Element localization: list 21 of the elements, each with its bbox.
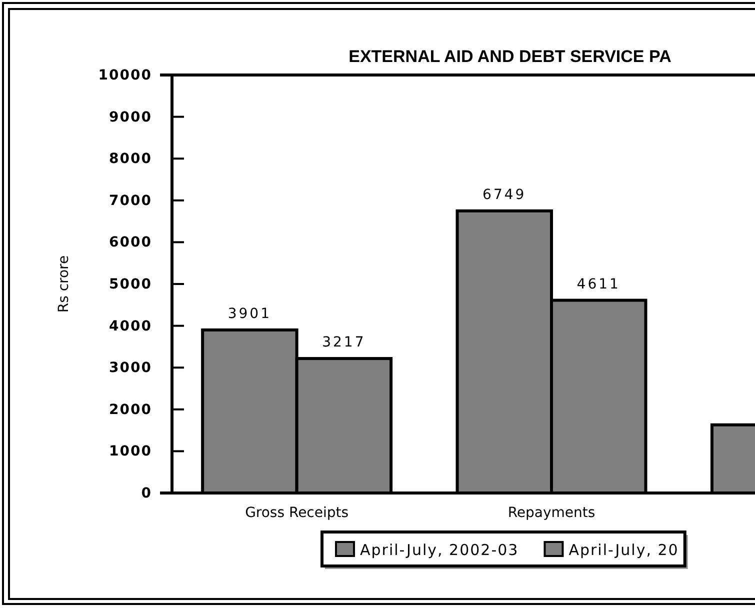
y-tick-label: 2000 — [109, 402, 152, 418]
y-tick-label: 7000 — [109, 192, 152, 209]
data-label: 6749 — [482, 186, 526, 203]
y-tick-label: 5000 — [109, 276, 152, 292]
x-tick-label: Gross Receipts — [245, 504, 349, 521]
y-tick-label: 9000 — [109, 109, 152, 126]
y-axis-title: Rs crore — [56, 255, 72, 313]
y-tick-label: 4000 — [109, 318, 152, 334]
y-tick-label: 10000 — [98, 67, 152, 84]
legend-label: April-July, 20 — [568, 541, 679, 559]
y-tick-label: 0 — [141, 485, 152, 502]
y-tick-label: 8000 — [109, 151, 152, 168]
data-label: 3901 — [228, 306, 272, 322]
data-label: 4611 — [576, 276, 620, 292]
y-tick-label: 6000 — [109, 234, 152, 251]
data-label: 3217 — [322, 334, 366, 351]
x-tick-label: Repayments — [508, 504, 596, 521]
legend-label: April-July, 2002-03 — [360, 541, 519, 559]
y-tick-label: 1000 — [109, 444, 152, 460]
y-tick-label: 3000 — [109, 360, 152, 376]
chart-title: EXTERNAL AID AND DEBT SERVICE PA — [348, 47, 672, 66]
